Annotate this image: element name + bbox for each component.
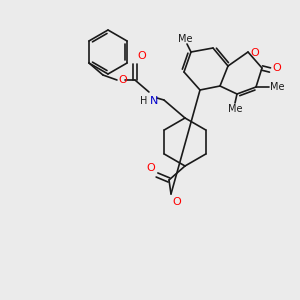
Text: Me: Me (270, 82, 284, 92)
Text: O: O (272, 63, 281, 73)
Text: Me: Me (228, 104, 242, 114)
Text: O: O (137, 51, 146, 61)
Text: H: H (140, 96, 147, 106)
Text: O: O (250, 48, 259, 58)
Text: O: O (172, 197, 181, 207)
Text: Me: Me (178, 34, 192, 44)
Text: N: N (150, 96, 158, 106)
Text: O: O (146, 163, 155, 173)
Text: O: O (118, 75, 127, 85)
